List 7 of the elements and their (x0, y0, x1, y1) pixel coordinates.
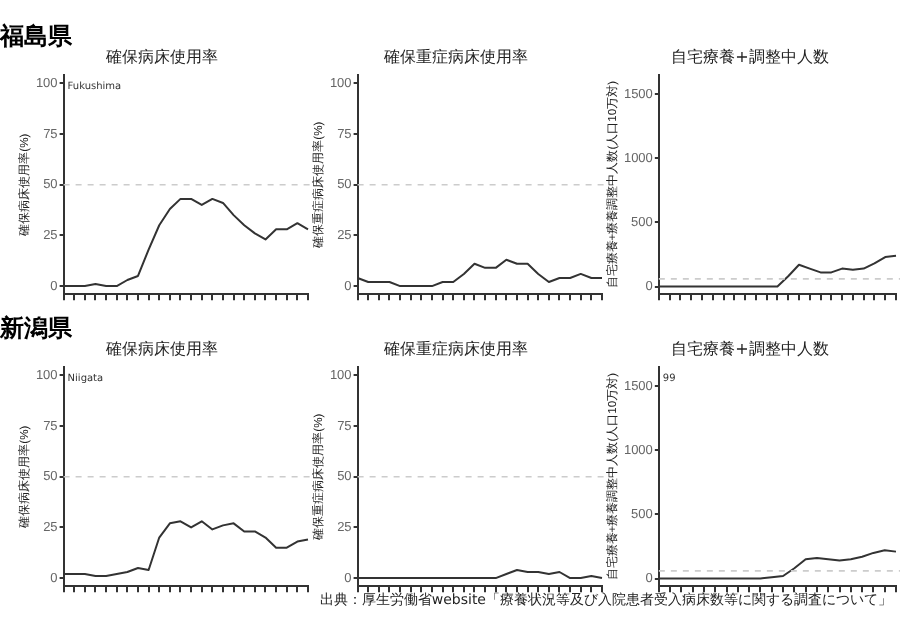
chart-title: 確保病床使用率 (104, 339, 218, 358)
chart-title: 確保病床使用率 (104, 47, 218, 66)
chart-title: 確保重症病床使用率 (382, 339, 528, 358)
chart-title: 確保重症病床使用率 (382, 47, 528, 66)
chart-subtitle: 新潟県 (0, 312, 72, 346)
chart-title: 自宅療養+調整中人数 (671, 47, 829, 66)
chart-title: 自宅療養+調整中人数 (671, 339, 829, 358)
